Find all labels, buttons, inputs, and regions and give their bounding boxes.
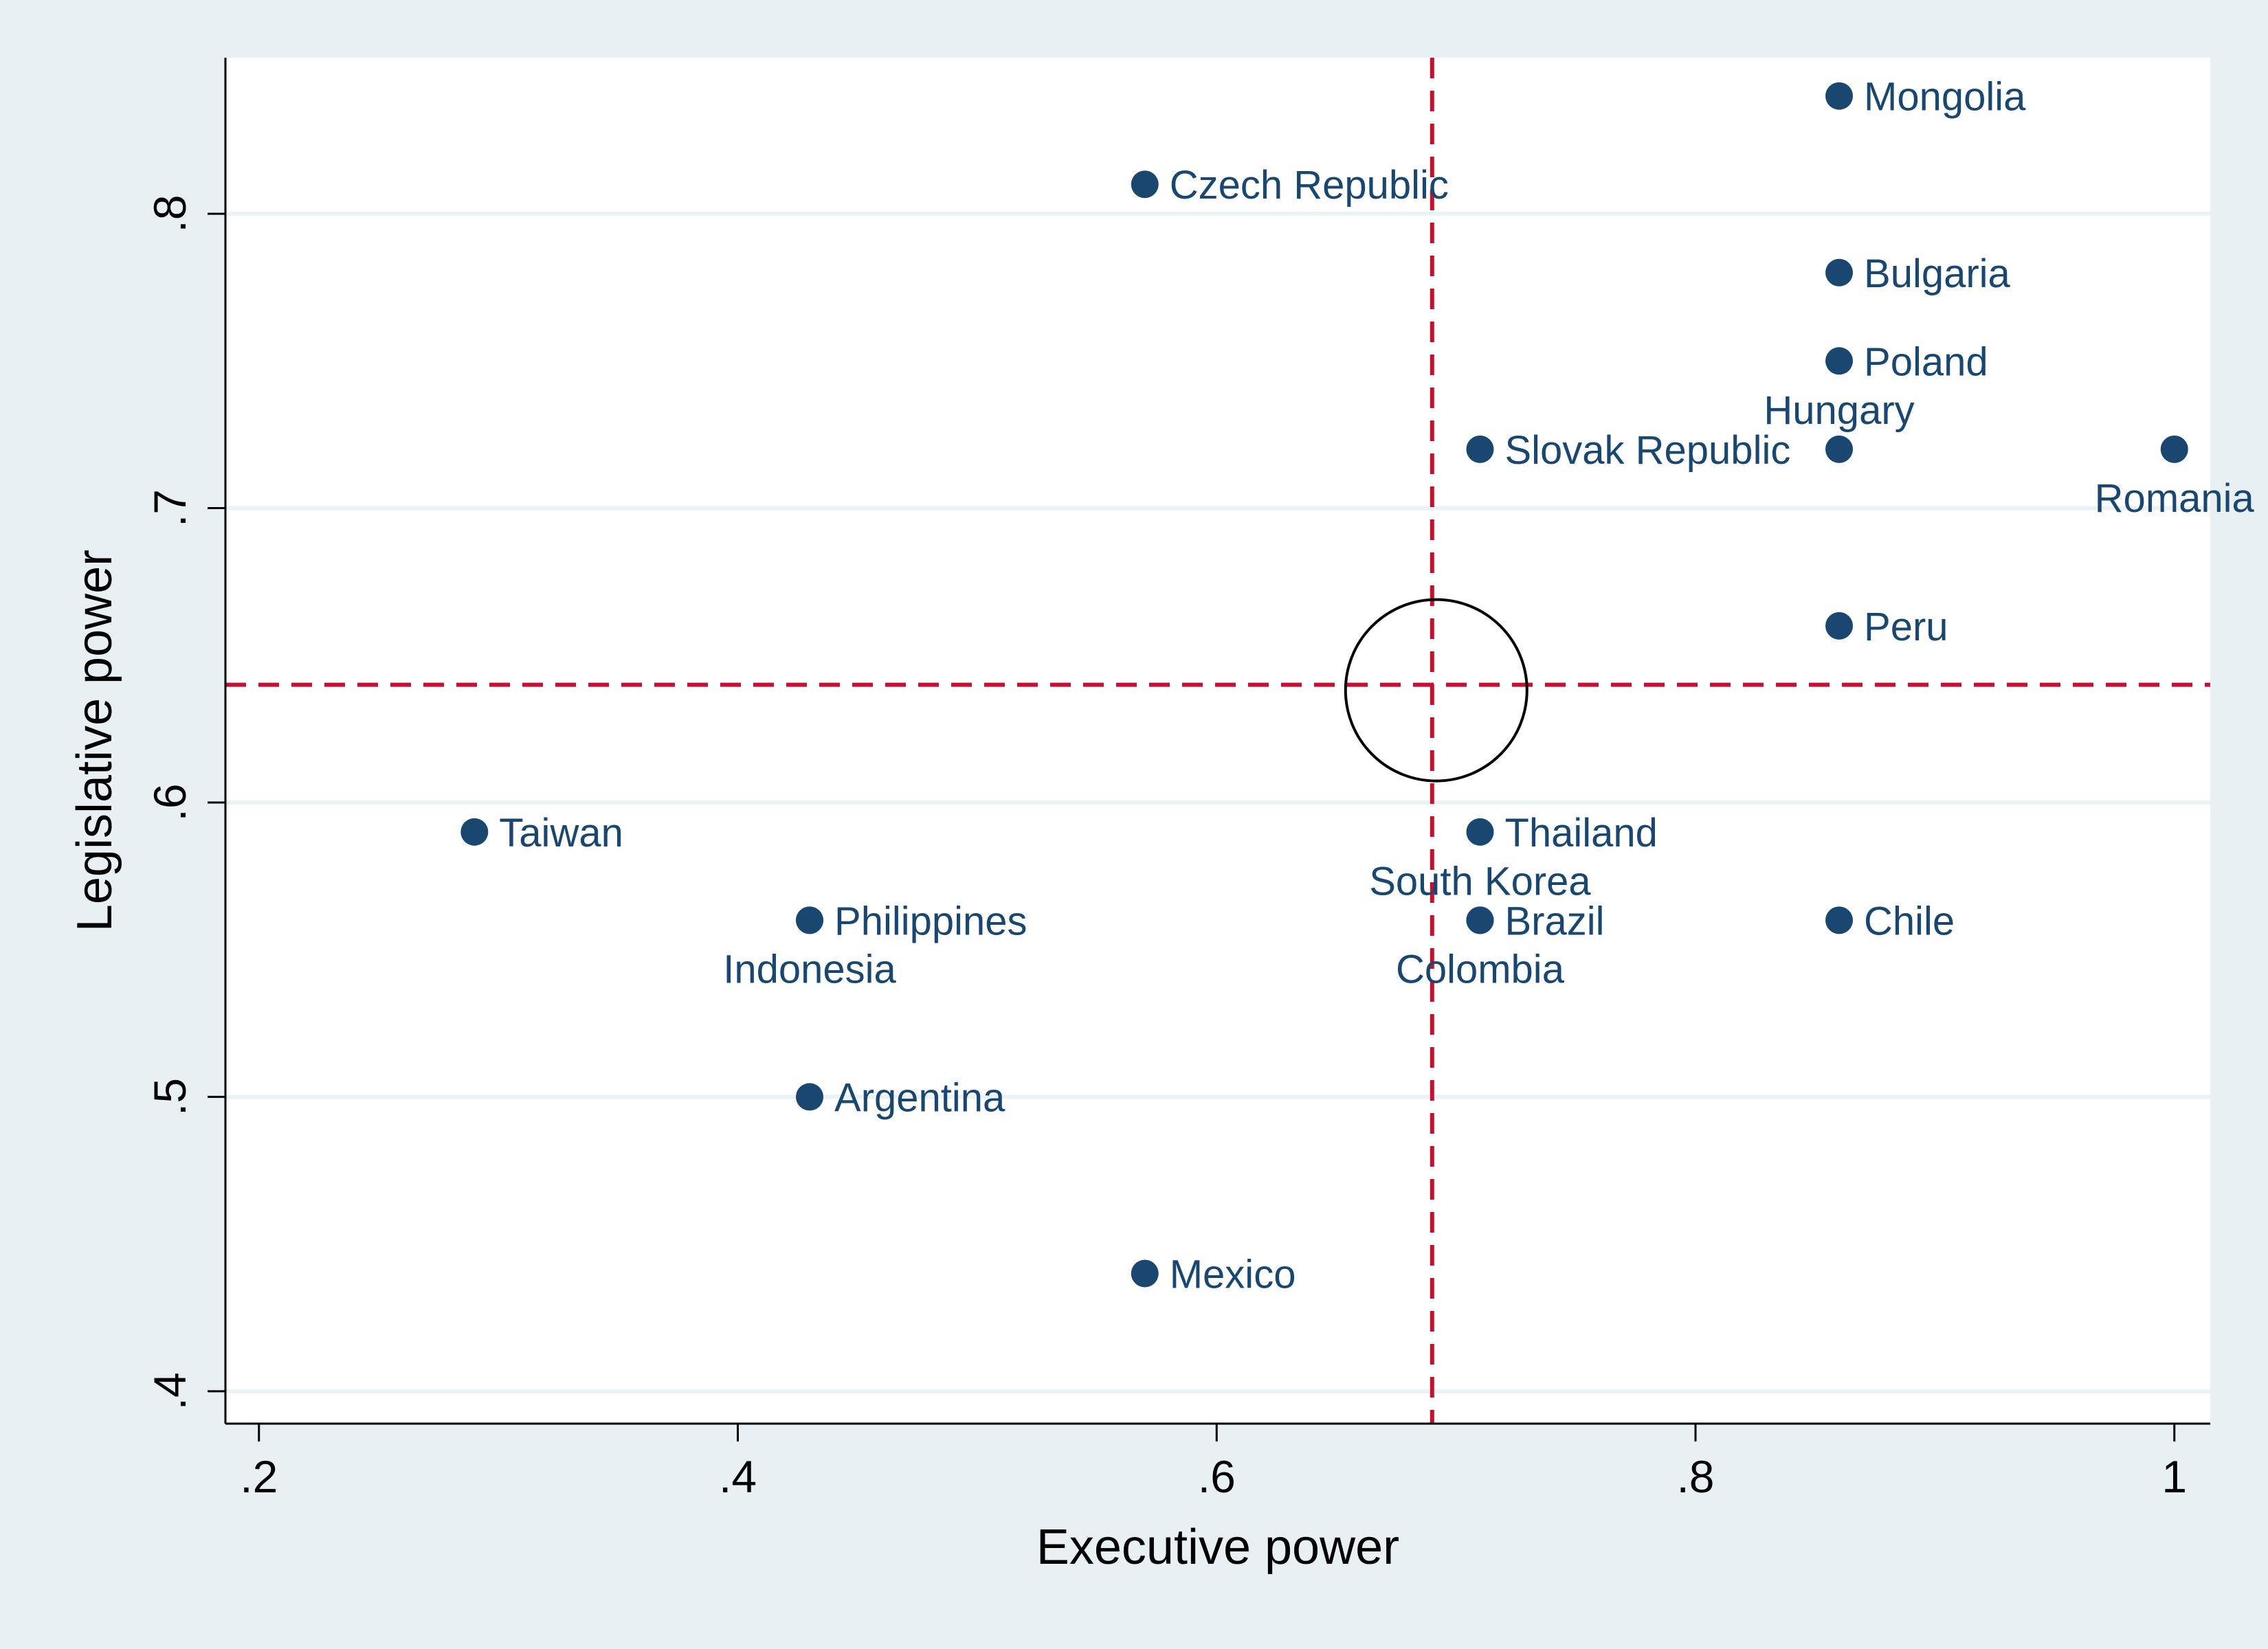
point-label-indonesia: Indonesia: [723, 947, 896, 991]
point-hungary: [1825, 435, 1854, 463]
point-label-hungary: Hungary: [1764, 388, 1914, 433]
point-argentina: [796, 1083, 824, 1111]
y-tick-label-0: .4: [144, 1372, 195, 1410]
point-indonesia: [796, 906, 824, 934]
x-tick-label-2: .6: [1198, 1451, 1236, 1502]
x-axis-title: Executive power: [1036, 1520, 1399, 1575]
mean-marker: [1344, 598, 1528, 783]
point-label-chile: Chile: [1864, 899, 1955, 943]
point-label-philippines: Philippines: [834, 899, 1027, 943]
point-peru: [1825, 612, 1854, 640]
point-labels: Mongolia Czech Republic Bulgaria PolandHung…: [499, 75, 2254, 1297]
point-label-romania: Romania: [2095, 476, 2255, 521]
point-mexico: [1131, 1259, 1159, 1288]
point-bulgaria: [1825, 258, 1854, 287]
point-label-brazil: Brazil: [1504, 899, 1604, 943]
x-tick-label-1: .4: [719, 1451, 757, 1502]
point-label-bulgaria: Bulgaria: [1864, 251, 2011, 296]
x-tick-label-0: .2: [240, 1451, 278, 1502]
point-colombia: [1466, 906, 1494, 934]
point-label-mexico: Mexico: [1170, 1252, 1296, 1297]
plot-area: [225, 58, 2210, 1424]
data-points: [460, 82, 2188, 1288]
point-label-czech-republic: Czech Republic: [1170, 163, 1449, 207]
point-label-argentina: Argentina: [834, 1075, 1005, 1120]
x-tick-label-3: .8: [1676, 1451, 1714, 1502]
point-romania: [2160, 435, 2188, 463]
point-taiwan: [460, 818, 489, 846]
point-label-thailand: Thailand: [1504, 811, 1657, 855]
gridlines: [225, 212, 2210, 1393]
y-axis-title: Legislative power: [67, 550, 122, 932]
y-tick-label-3: .7: [144, 489, 195, 527]
reference-lines: [225, 58, 2210, 1424]
point-poland: [1825, 347, 1854, 375]
point-chile: [1825, 906, 1854, 934]
point-label-colombia: Colombia: [1396, 947, 1565, 991]
point-slovak-republic: [1466, 435, 1494, 463]
point-label-mongolia: Mongolia: [1864, 75, 2026, 120]
point-mongolia: [1825, 82, 1854, 110]
point-label-south-korea: South Korea: [1369, 859, 1591, 904]
y-tick-label-2: .6: [144, 783, 195, 821]
x-tick-label-4: 1: [2161, 1451, 2187, 1502]
point-label-taiwan: Taiwan: [499, 811, 623, 855]
point-label-poland: Poland: [1864, 339, 1988, 384]
point-thailand: [1466, 818, 1494, 846]
y-tick-label-1: .5: [144, 1078, 195, 1116]
y-tick-label-4: .8: [144, 195, 195, 233]
point-label-slovak-republic: Slovak Republic: [1504, 428, 1790, 473]
point-czech-republic: [1131, 170, 1159, 199]
axes: .2 .4 .6 .8 1 .4 .5 .6 .7 .8: [144, 58, 2210, 1502]
point-label-peru: Peru: [1864, 605, 1948, 649]
